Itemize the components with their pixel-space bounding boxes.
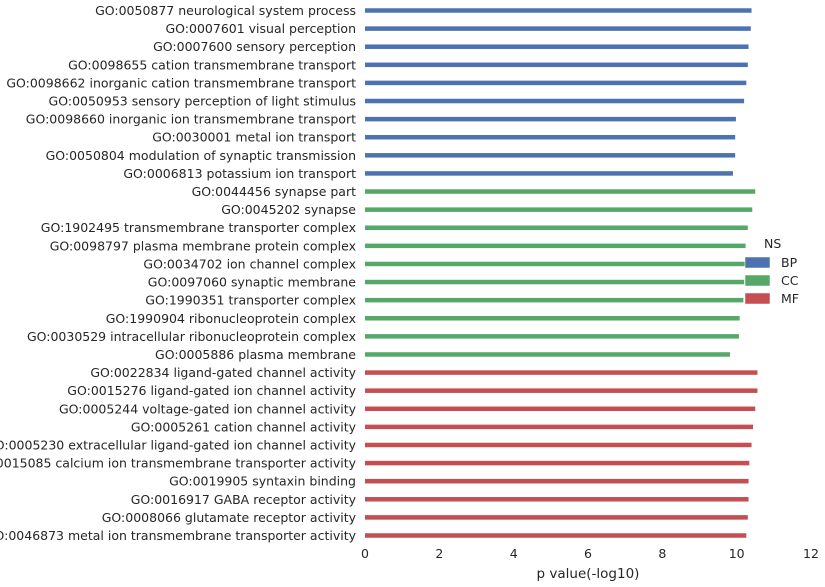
bar-bp	[365, 44, 749, 49]
bar-mf	[365, 497, 749, 502]
bar-mf	[365, 515, 748, 520]
bar-mf	[365, 533, 747, 538]
legend-swatch-cc	[744, 274, 771, 287]
bar-bp	[365, 116, 736, 122]
bar-mf	[365, 424, 754, 430]
bar-bp	[365, 26, 751, 31]
x-tick-label: 2	[435, 546, 443, 561]
legend-swatch-mf	[744, 292, 771, 305]
category-label: GO:0015085 calcium ion transmembrane tra…	[0, 456, 357, 471]
x-tick-label: 0	[361, 546, 369, 561]
category-label: GO:0098660 inorganic ion transmembrane t…	[26, 112, 356, 127]
bar-cc	[365, 279, 745, 285]
bar-mf	[365, 406, 756, 412]
category-label: GO:0005261 cation channel activity	[131, 419, 357, 434]
legend-label-mf: MF	[781, 291, 799, 306]
category-label: GO:0008066 glutamate receptor activity	[102, 510, 357, 525]
category-label: GO:0098655 cation transmembrane transpor…	[68, 57, 356, 72]
x-tick-label: 12	[803, 546, 819, 561]
category-label: GO:0098797 plasma membrane protein compl…	[50, 238, 356, 253]
category-label: GO:0034702 ion channel complex	[143, 256, 356, 271]
bar-bp	[365, 98, 745, 104]
legend-label-cc: CC	[781, 273, 799, 288]
bar-bp	[365, 153, 736, 158]
category-label: GO:0097060 synaptic membrane	[148, 275, 357, 290]
category-label: GO:0050953 sensory perception of light s…	[49, 94, 356, 109]
bar-cc	[365, 207, 753, 212]
bar-mf	[365, 388, 758, 393]
category-label: GO:0007601 visual perception	[165, 21, 356, 36]
bar-cc	[365, 243, 746, 249]
bar-cc	[365, 334, 739, 339]
category-label: GO:0022834 ligand-gated channel activity	[90, 365, 356, 380]
x-tick-label: 6	[584, 546, 592, 561]
bar-bp	[365, 80, 747, 86]
category-label: GO:0050877 neurological system process	[95, 3, 356, 18]
bar-cc	[365, 297, 744, 303]
category-label: GO:0015276 ligand-gated ion channel acti…	[67, 383, 356, 398]
category-label: GO:1902495 transmembrane transporter com…	[41, 220, 356, 235]
category-label: GO:0005244 voltage-gated ion channel act…	[59, 401, 357, 416]
category-label: GO:1990904 ribonucleoprotein complex	[106, 311, 356, 326]
category-label: GO:0005886 plasma membrane	[155, 347, 356, 362]
x-tick-label: 8	[658, 546, 666, 561]
bar-mf	[365, 442, 752, 448]
category-label: GO:0019905 syntaxin binding	[169, 474, 356, 489]
bar-cc	[365, 316, 740, 321]
category-label: GO:0046873 metal ion transmembrane trans…	[0, 528, 357, 543]
category-label: GO:0030001 metal ion transport	[152, 130, 356, 145]
category-label: GO:0016917 GABA receptor activity	[131, 492, 357, 507]
category-label: GO:0030529 intracellular ribonucleoprote…	[27, 329, 356, 344]
bar-bp	[365, 62, 748, 68]
bar-mf	[365, 460, 750, 466]
bar-cc	[365, 352, 730, 357]
legend-title: NS	[764, 236, 781, 251]
bar-mf	[365, 478, 749, 484]
bar-mf	[365, 370, 758, 375]
legend-swatch-bp	[744, 256, 771, 269]
bar-bp	[365, 134, 736, 140]
category-label: GO:1990351 transporter complex	[145, 293, 356, 308]
bar-bp	[365, 8, 752, 13]
bar-cc	[365, 225, 748, 230]
bar-bp	[365, 171, 733, 176]
category-label: GO:0045202 synapse	[221, 202, 356, 217]
x-tick-label: 4	[510, 546, 518, 561]
category-label: GO:0007600 sensory perception	[153, 39, 356, 54]
bar-cc	[365, 189, 756, 194]
category-label: GO:0098662 inorganic cation transmembran…	[6, 75, 356, 90]
category-label: GO:0006813 potassium ion transport	[123, 166, 356, 181]
category-label: GO:0050804 modulation of synaptic transm…	[46, 148, 356, 163]
category-label: GO:0005230 extracellular ligand-gated io…	[0, 437, 357, 452]
category-label: GO:0044456 synapse part	[192, 184, 356, 199]
legend-label-bp: BP	[781, 255, 798, 270]
x-tick-label: 10	[729, 546, 745, 561]
bar-cc	[365, 261, 745, 267]
x-axis-label: p value(-log10)	[537, 566, 640, 582]
